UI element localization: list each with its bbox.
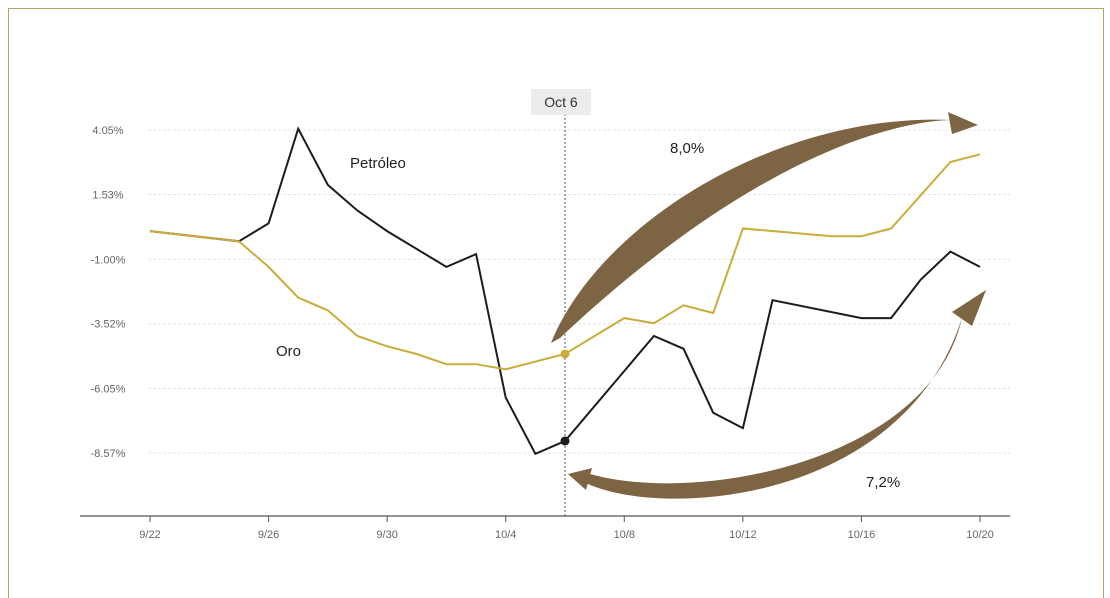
series-label-petroleo: Petróleo	[350, 155, 406, 172]
series-label-oro: Oro	[276, 343, 301, 360]
y-tick-label: -8.57%	[91, 448, 126, 460]
marker-label: Oct 6	[544, 94, 578, 110]
arrow-down-head	[952, 290, 986, 326]
x-tick-label: 10/4	[495, 529, 516, 541]
annotation-7pct: 7,2%	[866, 474, 900, 491]
arrow-up-head	[948, 112, 978, 134]
y-axis: 4.05% 1.53% -1.00% -3.52% -6.05% -8.57%	[91, 125, 126, 460]
chart-frame	[8, 8, 1104, 598]
x-ticks: 9/22 9/26 9/30 10/4 10/8 10/12 10/16 10/20	[139, 516, 994, 541]
x-tick-label: 9/22	[139, 529, 160, 541]
y-tick-label: 4.05%	[92, 125, 123, 137]
marker-point-0	[560, 436, 570, 446]
x-tick-label: 10/20	[966, 529, 994, 541]
x-tick-label: 9/30	[376, 529, 397, 541]
arrow-down-tail	[568, 468, 592, 490]
x-tick-label: 10/12	[729, 529, 757, 541]
marker-points	[560, 349, 570, 446]
arrows	[551, 112, 986, 499]
x-tick-label: 9/26	[258, 529, 279, 541]
y-tick-label: 1.53%	[92, 189, 123, 201]
y-tick-label: -6.05%	[91, 384, 126, 396]
series-line-0	[149, 126, 981, 456]
marker-point-1	[560, 349, 570, 359]
x-tick-label: 10/8	[614, 529, 635, 541]
marker-label-box	[531, 89, 591, 115]
x-tick-label: 10/16	[848, 529, 876, 541]
arrow-down-body	[577, 318, 962, 499]
annotation-8pct: 8,0%	[670, 140, 704, 157]
y-tick-label: -3.52%	[91, 319, 126, 331]
arrow-up-body	[551, 119, 952, 343]
y-tick-label: -1.00%	[91, 254, 126, 266]
grid	[148, 129, 1010, 454]
labels: Petróleo Oro 8,0% 7,2%	[276, 140, 900, 491]
